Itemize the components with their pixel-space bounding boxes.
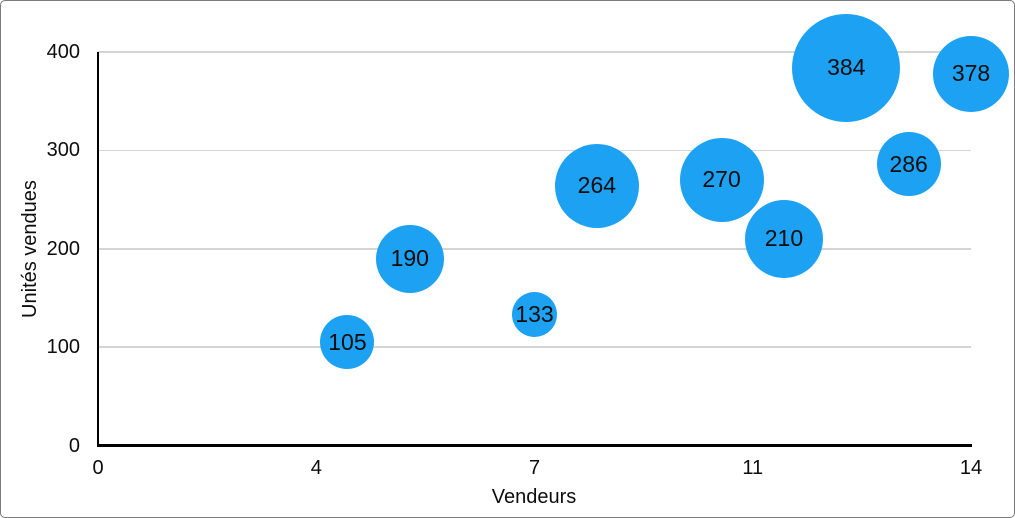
bubble-384: 384 (792, 13, 901, 122)
y-tick-label: 200 (46, 237, 80, 260)
bubble-value-label: 105 (328, 328, 367, 355)
bubble-value-label: 210 (764, 225, 804, 252)
bubble-270: 270 (679, 137, 764, 222)
y-tick-label: 100 (46, 336, 80, 359)
bubble-value-label: 133 (515, 301, 554, 328)
y-gridline (98, 51, 971, 53)
bubble-210: 210 (744, 199, 823, 278)
y-tick-label: 0 (68, 434, 80, 457)
x-tick-label: 7 (528, 456, 541, 479)
x-tick-label: 14 (959, 456, 983, 479)
bubble-value-label: 384 (827, 54, 866, 81)
bubble-286: 286 (876, 132, 941, 197)
y-gridline (98, 346, 971, 348)
bubble-105: 105 (320, 315, 375, 370)
bubble-value-label: 286 (889, 150, 928, 177)
bubble-value-label: 190 (390, 245, 429, 272)
bubble-190: 190 (375, 224, 444, 293)
y-tick-label: 300 (46, 139, 80, 162)
bubble-value-label: 264 (577, 172, 617, 199)
x-axis-title: Vendeurs (491, 486, 577, 508)
y-gridline (98, 149, 971, 152)
y-tick-label: 400 (46, 41, 80, 63)
bubble-133: 133 (512, 292, 557, 338)
x-axis-line (96, 444, 973, 447)
y-axis-title: Unités vendues (19, 180, 41, 318)
bubble-264: 264 (554, 143, 639, 228)
x-tick-label: 4 (310, 456, 322, 479)
bubble-value-label: 270 (702, 166, 741, 193)
x-tick-label: 0 (92, 456, 104, 479)
bubble-value-label: 378 (951, 60, 991, 87)
y-axis-line (96, 52, 100, 447)
bubble-378: 378 (933, 35, 1009, 112)
x-tick-label: 11 (742, 456, 764, 479)
y-gridline (98, 248, 971, 250)
